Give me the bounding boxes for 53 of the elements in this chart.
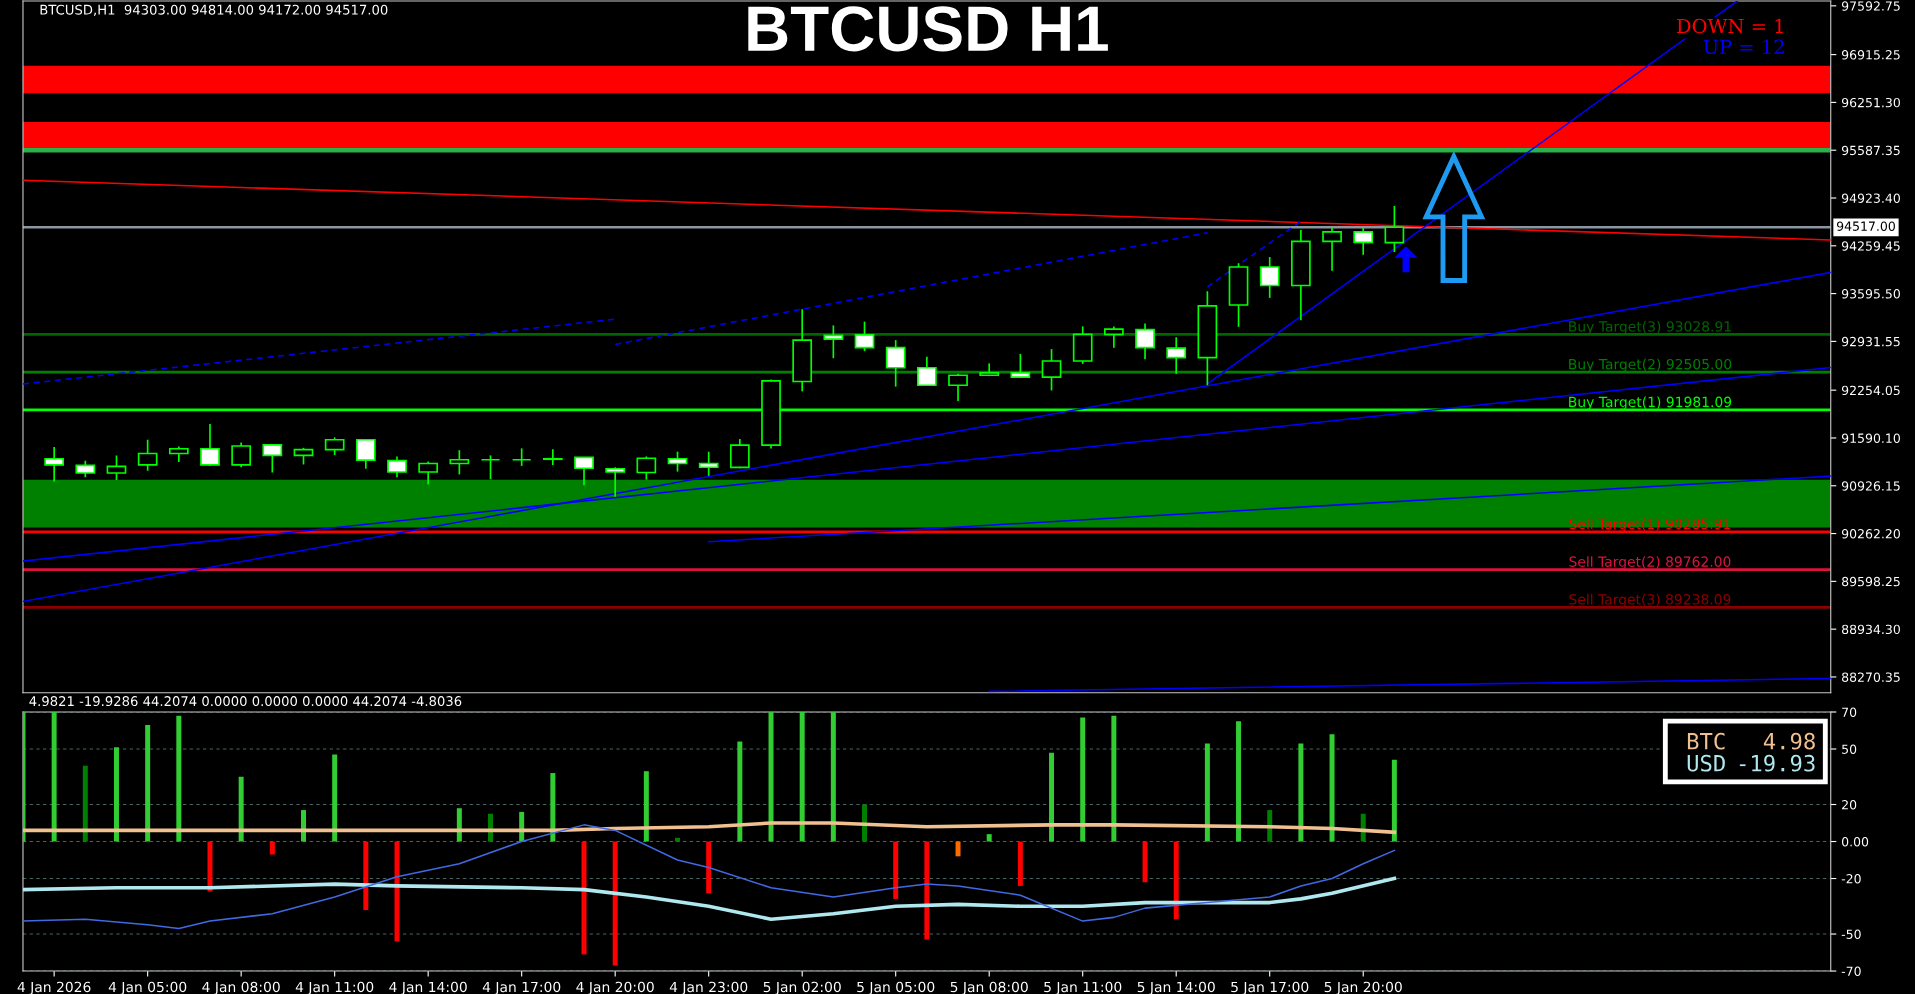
y-tick-label: 90262.20: [1841, 529, 1900, 539]
y-tick-label: 90926.15: [1841, 481, 1900, 491]
x-tick-label: 5 Jan 05:00: [857, 981, 935, 994]
x-tick-label: 5 Jan 11:00: [1044, 981, 1122, 994]
y-tick-label: 96251.30: [1841, 97, 1900, 108]
ref-line-label: Sell Target(1) 90285.91: [1569, 518, 1731, 532]
y-tick-label: 93595.50: [1841, 289, 1900, 299]
annotation: USD: [1687, 754, 1725, 772]
x-tick-label: 4 Jan 20:00: [576, 981, 654, 994]
x-tick-label: 4 Jan 08:00: [202, 981, 280, 994]
text: 94517.00: [1836, 221, 1895, 231]
y-tick-label: 97592.75: [1841, 1, 1900, 11]
ref-line-label: Buy Target(2) 92505.00: [1569, 358, 1732, 373]
x-tick-label: 5 Jan 08:00: [950, 981, 1028, 994]
x-tick-label: 4 Jan 11:00: [295, 981, 374, 994]
x-tick-label: 4 Jan 05:00: [108, 981, 187, 994]
text: 4.9821 -19.9286 44.2074 0.0000 0.0000 0.0000 44.2074 -4.8036: [29, 696, 462, 707]
ref-line-label: Sell Target(2) 89762.00: [1569, 556, 1731, 570]
y-tick-label: -50: [1841, 929, 1861, 939]
x-tick-label: 5 Jan 20:00: [1324, 981, 1402, 994]
annotation: DOWN = 1: [1677, 18, 1783, 34]
y-tick-label: -70: [1841, 966, 1861, 976]
y-tick-label: 88934.30: [1842, 624, 1900, 635]
y-tick-label: 70: [1842, 707, 1857, 717]
x-tick-label: 4 Jan 14:00: [389, 981, 467, 994]
x-tick-label: 5 Jan 02:00: [763, 981, 841, 994]
y-tick-label: 89598.25: [1842, 576, 1900, 587]
x-tick-label: 5 Jan 17:00: [1231, 981, 1309, 994]
annotation: -19.93: [1739, 754, 1815, 772]
y-tick-label: 20: [1842, 799, 1857, 810]
x-tick-label: 4 Jan 23:00: [669, 981, 748, 994]
x-tick-label: 5 Jan 14:00: [1137, 981, 1215, 994]
y-tick-label: 0.00: [1841, 836, 1869, 847]
annotation: UP = 12: [1703, 39, 1784, 55]
y-tick-label: 95587.35: [1841, 145, 1900, 156]
annotation: BTCUSD,H1 94303.00 94814.00 94172.00 94517.00: [40, 4, 388, 17]
ref-line-label: Buy Target(3) 93028.91: [1569, 320, 1731, 335]
annotation: BTC: [1687, 732, 1725, 750]
y-tick-label: 50: [1842, 744, 1857, 754]
ref-line-label: Sell Target(3) 89238.09: [1569, 593, 1731, 608]
y-tick-label: 92254.05: [1841, 385, 1900, 396]
y-tick-label: 94259.45: [1841, 241, 1900, 251]
x-tick-label: 4 Jan 2026: [17, 981, 91, 994]
annotation: 4.98: [1763, 732, 1815, 750]
x-tick-label: 4 Jan 17:00: [482, 981, 561, 994]
y-tick-label: -20: [1841, 874, 1861, 884]
chart-title: BTCUSD H1: [748, 6, 1108, 52]
y-tick-label: 88270.35: [1842, 672, 1900, 682]
y-tick-label: 96915.25: [1841, 50, 1900, 60]
y-tick-label: 94923.40: [1841, 193, 1900, 203]
y-tick-label: 92931.55: [1841, 336, 1900, 347]
y-tick-label: 91590.10: [1841, 433, 1900, 443]
ref-line-label: Buy Target(1) 91981.09: [1569, 396, 1732, 410]
